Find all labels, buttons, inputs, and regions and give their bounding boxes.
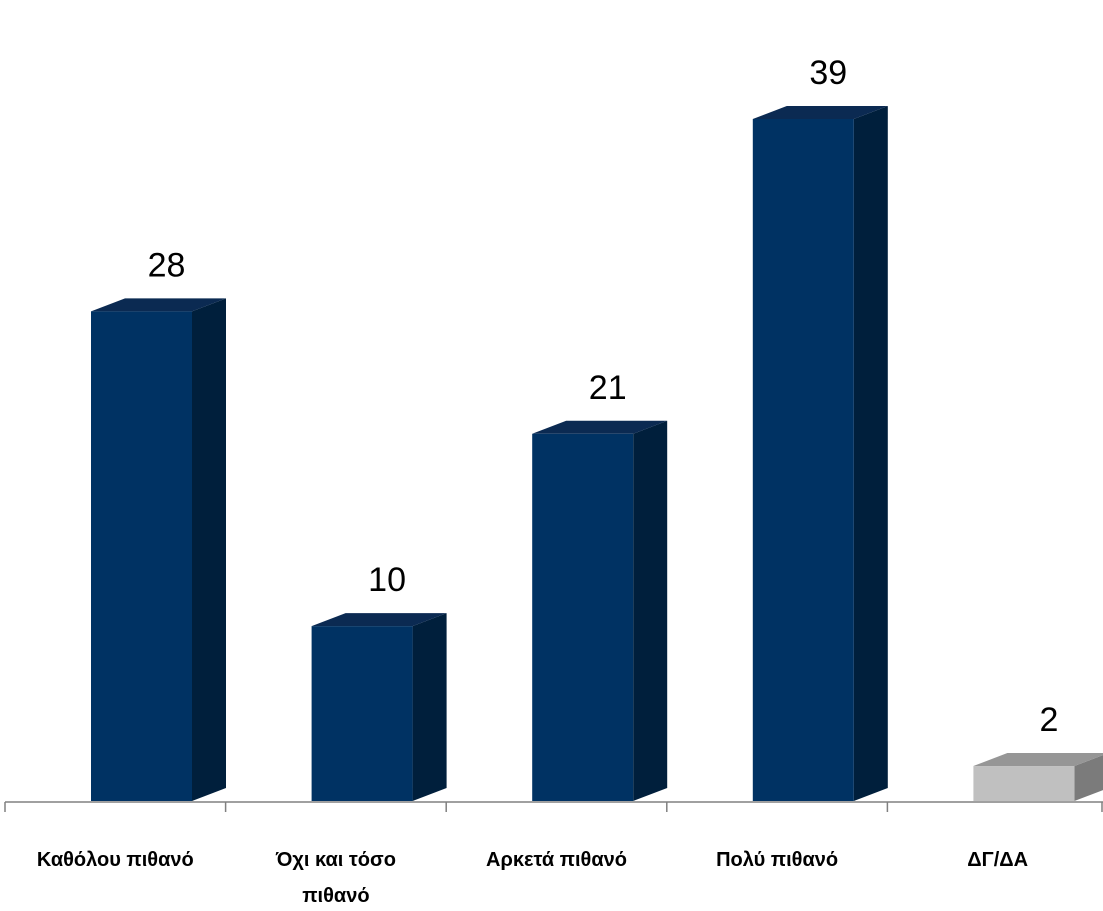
bar-top — [532, 420, 668, 434]
category-label: Όχι και τόσο πιθανό — [275, 849, 396, 907]
bars-group — [91, 106, 1103, 801]
category-label: Αρκετά πιθανό — [486, 849, 627, 871]
data-label: 28 — [148, 246, 186, 284]
bar-front — [752, 119, 854, 801]
category-label: Πολύ πιθανό — [716, 849, 838, 871]
bar-side — [412, 613, 447, 801]
data-label: 2 — [1039, 701, 1058, 739]
bar — [91, 298, 226, 801]
bar — [311, 613, 447, 801]
bar-top — [311, 613, 447, 627]
data-label: 10 — [368, 561, 406, 599]
bar-top — [752, 106, 888, 119]
bar-front — [973, 766, 1075, 801]
bar-side — [1074, 755, 1103, 801]
category-label: ΔΓ/ΔΑ — [967, 849, 1028, 871]
bar-side — [192, 298, 226, 801]
data-label: 39 — [809, 54, 847, 92]
bar-side — [853, 106, 888, 801]
bar-top — [973, 753, 1103, 767]
value-labels-group: 28 10 21 39 2 — [148, 54, 1059, 739]
bar — [752, 106, 888, 801]
category-labels-group: Καθόλου πιθανό Όχι και τόσο πιθανό Αρκετά π… — [37, 849, 1028, 907]
bar — [532, 420, 668, 801]
bar-top — [91, 298, 226, 312]
bar-front — [311, 626, 413, 801]
bar — [973, 753, 1103, 801]
bar-front — [91, 311, 192, 801]
bar-side — [633, 420, 668, 801]
x-axis-ticks — [4, 802, 1103, 812]
data-label: 21 — [589, 369, 627, 407]
category-label: Καθόλου πιθανό — [37, 849, 194, 871]
bar-front — [532, 433, 634, 801]
